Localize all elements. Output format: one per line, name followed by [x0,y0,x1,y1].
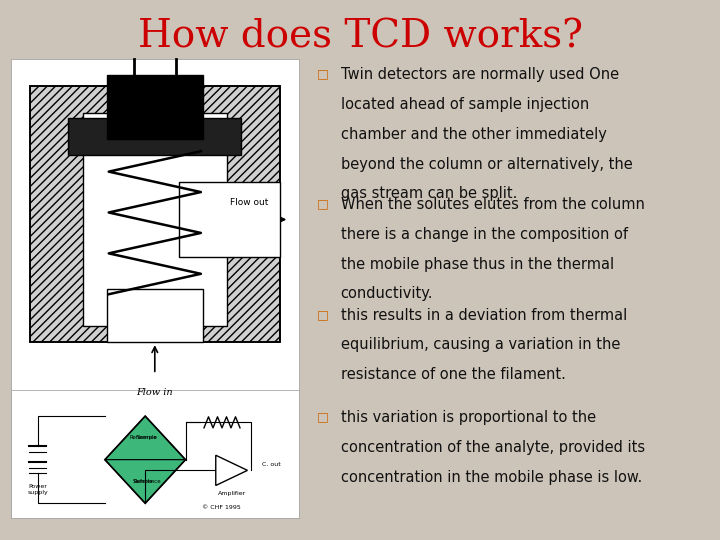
Text: □: □ [317,308,328,321]
Text: gas stream can be split.: gas stream can be split. [341,186,517,201]
Text: conductivity.: conductivity. [341,286,433,301]
Text: Twin detectors are normally used One: Twin detectors are normally used One [341,68,618,83]
FancyBboxPatch shape [11,59,299,518]
Text: there is a change in the composition of: there is a change in the composition of [341,227,628,242]
Text: located ahead of sample injection: located ahead of sample injection [341,97,589,112]
Text: Sample: Sample [137,435,158,441]
Text: When the solutes elutes from the column: When the solutes elutes from the column [341,197,644,212]
Text: chamber and the other immediately: chamber and the other immediately [341,127,606,142]
Text: the mobile phase thus in the thermal: the mobile phase thus in the thermal [341,256,613,272]
Polygon shape [105,416,186,460]
Text: this variation is proportional to the: this variation is proportional to the [341,410,595,426]
FancyBboxPatch shape [30,86,279,342]
Text: Power
supply: Power supply [27,484,48,495]
Polygon shape [216,455,248,485]
Text: equilibrium, causing a variation in the: equilibrium, causing a variation in the [341,338,620,353]
Text: Reference: Reference [133,479,161,484]
Text: Flow out: Flow out [230,198,268,207]
Text: this results in a deviation from thermal: this results in a deviation from thermal [341,308,627,323]
Text: □: □ [317,68,328,80]
Text: Amplifier: Amplifier [217,491,246,496]
FancyBboxPatch shape [107,289,203,342]
Text: Sample: Sample [132,479,153,484]
FancyBboxPatch shape [179,182,279,257]
Text: resistance of one the filament.: resistance of one the filament. [341,367,565,382]
Text: How does TCD works?: How does TCD works? [138,19,582,56]
Text: □: □ [317,197,328,210]
Text: Reference: Reference [130,435,157,441]
Text: concentration in the mobile phase is low.: concentration in the mobile phase is low… [341,470,642,485]
Text: C. out: C. out [262,462,281,468]
Text: concentration of the analyte, provided its: concentration of the analyte, provided i… [341,440,644,455]
Text: □: □ [317,410,328,423]
FancyBboxPatch shape [83,113,227,326]
Text: Flow in: Flow in [137,388,173,397]
FancyBboxPatch shape [107,76,203,139]
Text: beyond the column or alternatively, the: beyond the column or alternatively, the [341,157,632,172]
FancyBboxPatch shape [11,390,299,518]
FancyBboxPatch shape [68,118,241,156]
Text: © CHF 1995: © CHF 1995 [202,505,241,510]
Polygon shape [105,460,186,503]
